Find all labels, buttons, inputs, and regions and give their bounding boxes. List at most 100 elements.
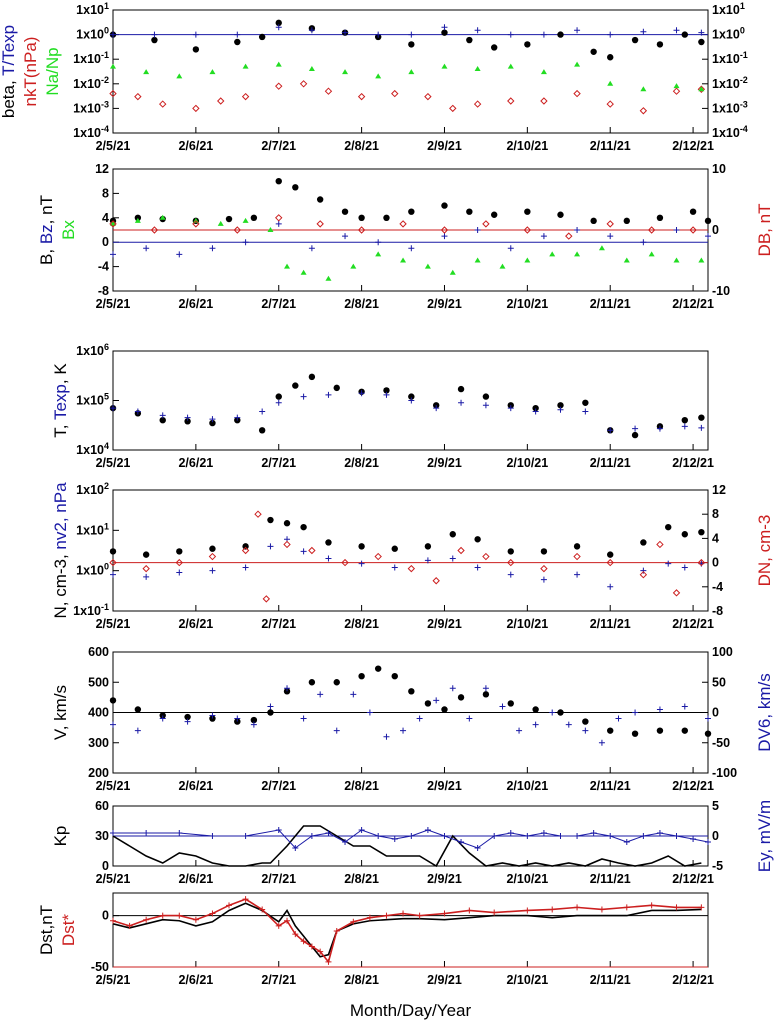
- data-point: [324, 87, 333, 95]
- y2-axis-label-part: DV6, km/s: [755, 673, 774, 751]
- y2-tick-label: 0: [712, 829, 719, 843]
- x-tick-label: 2/6/21: [178, 297, 213, 311]
- data-point: [705, 715, 711, 722]
- data-point: [143, 830, 150, 836]
- y2-tick-label: -4: [712, 580, 723, 594]
- data-point: [698, 257, 705, 263]
- data-point: [267, 703, 274, 710]
- data-point: [639, 107, 648, 115]
- x-tick-label: 2/12/21: [672, 297, 714, 311]
- y-axis-label: V, km/s: [51, 685, 70, 740]
- data-point: [333, 384, 340, 392]
- y-axis-label-2-part: Bx: [59, 220, 78, 240]
- data-point: [408, 393, 415, 400]
- data-point: [283, 520, 291, 527]
- data-point: [615, 715, 622, 722]
- x-tick-label: 2/7/21: [261, 297, 296, 311]
- x-tick-label: 2/9/21: [427, 456, 462, 470]
- data-point: [292, 184, 299, 191]
- data-point: [491, 833, 498, 839]
- data-point: [607, 31, 614, 38]
- data-point: [433, 405, 440, 412]
- x-tick-label: 2/10/21: [506, 973, 548, 987]
- data-point: [698, 29, 705, 36]
- data-point: [192, 31, 199, 38]
- data-point: [441, 233, 448, 240]
- data-point: [275, 214, 283, 222]
- data-point: [607, 427, 614, 434]
- data-point: [375, 73, 382, 79]
- data-point: [308, 679, 316, 686]
- data-point: [391, 564, 398, 571]
- data-point: [681, 727, 688, 734]
- data-point: [606, 100, 614, 108]
- data-point: [308, 65, 315, 71]
- data-point: [283, 688, 291, 695]
- data-point: [441, 706, 448, 713]
- data-point: [110, 917, 116, 924]
- data-point: [631, 730, 639, 737]
- x-axis-label: Month/Day/Year: [350, 1001, 472, 1020]
- data-point: [300, 269, 307, 275]
- x-tick-label: 2/10/21: [506, 297, 548, 311]
- y-tick-label: -8: [98, 284, 109, 298]
- data-point: [143, 69, 150, 75]
- data-point: [466, 907, 473, 914]
- data-point: [110, 31, 116, 38]
- data-point: [242, 833, 249, 839]
- data-point: [333, 679, 340, 686]
- y2-tick-label: 1x10-2: [712, 75, 748, 91]
- data-point: [623, 904, 630, 911]
- data-point: [557, 406, 564, 413]
- data-point: [441, 833, 448, 839]
- data-point: [184, 718, 191, 725]
- data-point: [400, 727, 407, 734]
- data-point: [159, 712, 166, 719]
- data-point: [507, 245, 514, 252]
- data-point: [176, 548, 183, 555]
- y-axis-label-part: nv2, nPa: [51, 482, 70, 550]
- data-point: [209, 715, 216, 722]
- y2-tick-label: -50: [712, 736, 730, 750]
- data-point: [424, 700, 432, 707]
- data-point: [383, 391, 390, 398]
- data-point: [656, 727, 664, 734]
- data-point: [300, 548, 307, 555]
- data-point: [640, 567, 647, 574]
- data-point: [648, 251, 655, 257]
- data-point: [275, 178, 282, 185]
- x-tick-label: 2/8/21: [344, 973, 379, 987]
- series-group-n: [109, 510, 706, 603]
- data-point: [549, 251, 556, 257]
- data-point: [607, 233, 614, 240]
- data-point: [689, 226, 697, 234]
- data-point: [574, 227, 581, 233]
- data-point: [391, 545, 398, 552]
- y-axis-label-part: Kp: [51, 826, 70, 847]
- data-point: [159, 100, 167, 108]
- data-point: [325, 958, 332, 965]
- panel-beta: 1x10-4 1x10-3 1x10-2 1x10-1 1x100 1x101 1x10-4…: [0, 1, 748, 153]
- data-point: [250, 721, 257, 728]
- data-point: [400, 910, 407, 917]
- y2-tick-label: 1x101: [712, 1, 745, 17]
- data-point: [689, 208, 697, 215]
- y-tick-label: 4: [102, 211, 109, 225]
- data-point: [631, 431, 639, 439]
- data-point: [184, 418, 191, 425]
- y-tick-label: 400: [88, 706, 109, 720]
- data-point: [656, 706, 663, 713]
- y-tick-label: 200: [88, 766, 109, 780]
- data-point: [490, 44, 498, 51]
- series-line-ey: [113, 829, 709, 849]
- data-point: [457, 385, 465, 393]
- data-point: [681, 416, 688, 424]
- data-point: [632, 709, 639, 716]
- y-axis-label-2: Dst*: [59, 914, 78, 947]
- data-point: [441, 63, 448, 69]
- panel-n: 1x10-1 1x100 1x101 1x102 -8 -4 0 4 8 12 2/5/21 2/6/…: [51, 481, 774, 631]
- data-point: [582, 727, 589, 734]
- data-point: [474, 845, 481, 851]
- data-point: [640, 539, 647, 546]
- data-point: [110, 721, 116, 728]
